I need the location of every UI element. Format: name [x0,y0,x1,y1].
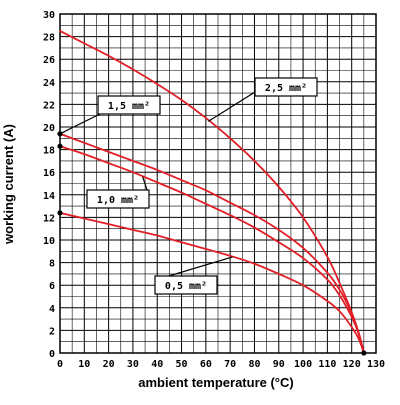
y-tick-label: 0 [49,349,55,360]
callout-leader-line [207,91,256,122]
x-tick-label: 30 [127,359,139,370]
callouts: 2,5 mm² 1,5 mm² 1,0 mm² 0,5 mm² [59,77,318,295]
series-line-1 [59,132,365,354]
callout-leader-line [161,256,233,279]
x-axis-title: ambient temperature (°C) [138,375,293,390]
y-tick-label: 10 [43,236,55,247]
x-tick-label: 70 [224,359,236,370]
y-tick-label: 24 [43,78,55,89]
callout-box [86,189,150,209]
tick-labels: 0 10 20 30 40 50 60 70 80 90 100 110 120 130024681012… [43,10,385,370]
x-tick-label: 60 [200,359,212,370]
x-tick-label: 10 [78,359,90,370]
y-tick-label: 14 [43,191,55,202]
callout-text: 0,5 mm² [165,281,207,292]
x-tick-label: 110 [318,359,336,370]
y-tick-label: 30 [43,10,55,21]
callout-label: 1,0 mm² [86,176,150,209]
callout-leader-line [59,111,105,135]
y-tick-label: 22 [43,100,55,111]
x-tick-label: 80 [248,359,260,370]
callout-label: 1,5 mm² [59,95,161,135]
y-tick-label: 2 [49,326,55,337]
grid [59,13,377,354]
y-tick-label: 26 [43,55,55,66]
x-tick-label: 130 [367,359,385,370]
callout-box [97,95,161,115]
x-tick-label: 50 [176,359,188,370]
callout-text: 1,0 mm² [97,195,139,206]
x-tick-label: 90 [273,359,285,370]
series-line-0 [59,30,365,354]
start-point-dot [57,143,63,149]
y-tick-label: 28 [43,33,55,44]
x-tick-label: 40 [151,359,163,370]
callout-label: 2,5 mm² [207,77,318,122]
x-tick-label: 20 [103,359,115,370]
x-tick-label: 120 [343,359,361,370]
series-line-3 [59,211,365,354]
y-tick-label: 12 [43,213,55,224]
callout-label: 0,5 mm² [154,256,233,295]
y-axis-title: working current (A) [1,124,16,245]
callout-text: 1,5 mm² [108,101,150,112]
start-point-dot [57,210,63,216]
series-lines [59,30,365,354]
callout-box [254,77,318,97]
y-tick-label: 16 [43,168,55,179]
y-tick-label: 6 [49,281,55,292]
y-tick-label: 8 [49,259,55,270]
y-tick-label: 20 [43,123,55,134]
x-tick-label: 100 [294,359,312,370]
end-point-dot [361,350,367,356]
callout-box [154,275,218,295]
series-line-2 [59,145,365,354]
plot-frame [59,13,377,354]
callout-text: 2,5 mm² [265,83,307,94]
x-tick-label: 0 [57,359,63,370]
y-tick-label: 4 [49,304,55,315]
y-tick-label: 18 [43,146,55,157]
